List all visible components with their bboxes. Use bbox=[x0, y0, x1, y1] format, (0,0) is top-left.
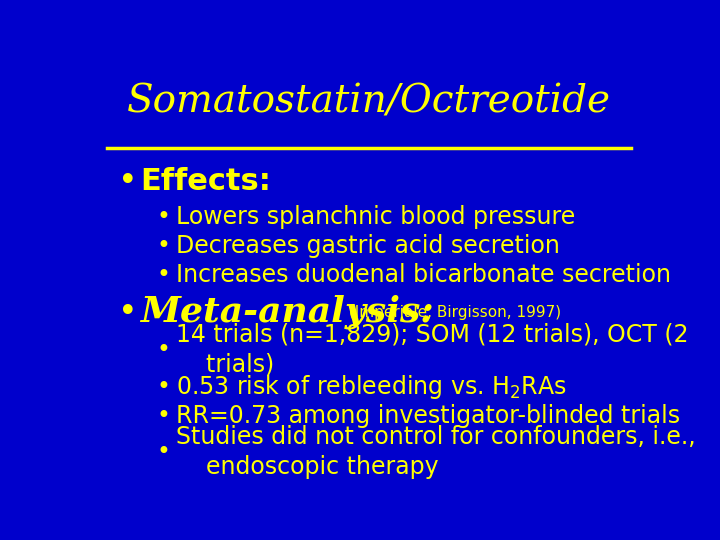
Text: 14 trials (n=1,829); SOM (12 trials), OCT (2
    trials): 14 trials (n=1,829); SOM (12 trials), OC… bbox=[176, 323, 689, 376]
Text: •: • bbox=[157, 263, 171, 287]
Text: RR=0.73 among investigator-blinded trials: RR=0.73 among investigator-blinded trial… bbox=[176, 404, 680, 428]
Text: Lowers splanchnic blood pressure: Lowers splanchnic blood pressure bbox=[176, 205, 576, 228]
Text: 0.53 risk of rebleeding vs. H$_2$RAs: 0.53 risk of rebleeding vs. H$_2$RAs bbox=[176, 373, 567, 401]
Text: •: • bbox=[157, 205, 171, 228]
Text: •: • bbox=[157, 338, 171, 362]
Text: (Imperiale, Birgisson, 1997): (Imperiale, Birgisson, 1997) bbox=[344, 305, 561, 320]
Text: Increases duodenal bicarbonate secretion: Increases duodenal bicarbonate secretion bbox=[176, 263, 672, 287]
Text: Decreases gastric acid secretion: Decreases gastric acid secretion bbox=[176, 234, 560, 258]
Text: Somatostatin/Octreotide: Somatostatin/Octreotide bbox=[127, 84, 611, 121]
Text: •: • bbox=[157, 440, 171, 464]
Text: •: • bbox=[157, 234, 171, 258]
Text: •: • bbox=[157, 375, 171, 399]
Text: Studies did not control for confounders, i.e.,
    endoscopic therapy: Studies did not control for confounders,… bbox=[176, 426, 696, 479]
Text: •: • bbox=[118, 165, 138, 198]
Text: Effects:: Effects: bbox=[140, 167, 271, 195]
Text: •: • bbox=[157, 404, 171, 428]
Text: Meta-analysis:: Meta-analysis: bbox=[140, 295, 434, 329]
Text: •: • bbox=[118, 296, 138, 329]
